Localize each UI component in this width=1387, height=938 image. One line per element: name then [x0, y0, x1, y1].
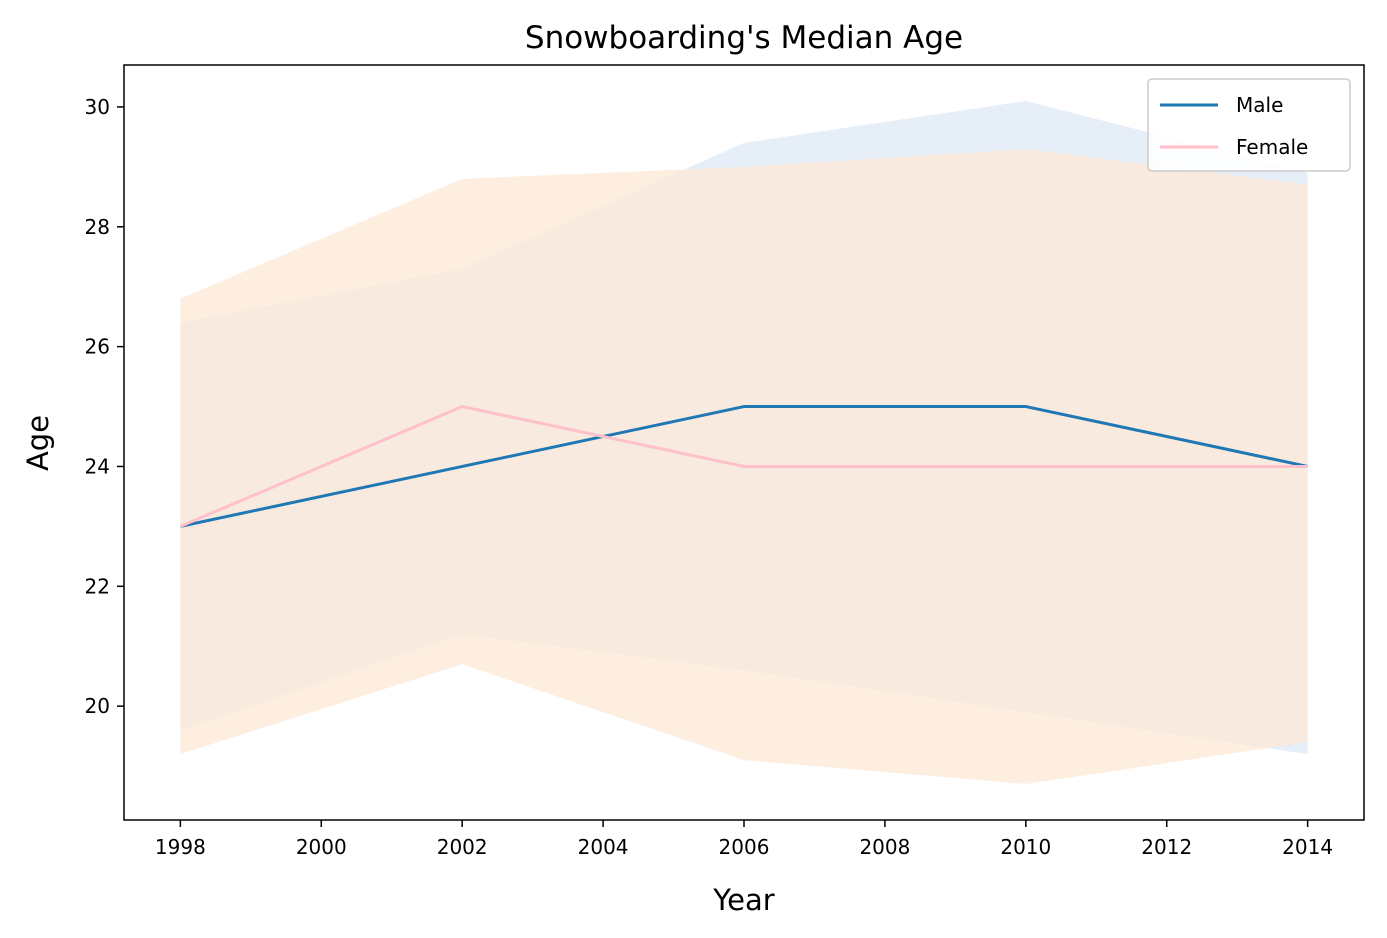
x-tick-label-2008: 2008	[859, 835, 910, 859]
y-tick-label-22: 22	[85, 574, 110, 598]
x-tick-label-2010: 2010	[1000, 835, 1051, 859]
y-tick-label-26: 26	[85, 335, 110, 359]
x-tick-label-2012: 2012	[1141, 835, 1192, 859]
x-tick-label-2004: 2004	[578, 835, 629, 859]
y-tick-label-24: 24	[85, 454, 110, 478]
y-axis-ticks: 20 22 24 26 28 30	[85, 95, 124, 718]
y-axis-label: Age	[21, 415, 55, 471]
line-male	[180, 405, 1308, 528]
legend: Male Female	[1147, 78, 1351, 172]
y-tick-label-28: 28	[85, 215, 110, 239]
series-lines	[179, 405, 1308, 528]
x-tick-label-2002: 2002	[437, 835, 488, 859]
x-axis-label: Year	[712, 883, 774, 917]
legend-label-female: Female	[1236, 135, 1308, 159]
legend-label-male: Male	[1236, 93, 1283, 117]
line-female	[179, 405, 1308, 528]
x-tick-label-1998: 1998	[155, 835, 206, 859]
chart-title: Snowboarding's Median Age	[525, 20, 963, 56]
y-tick-label-20: 20	[85, 694, 110, 718]
x-tick-label-2000: 2000	[296, 835, 347, 859]
x-axis-ticks: 1998 2000 2002 2004 2006 2008 2010 2012 2014	[155, 820, 1333, 859]
x-tick-label-2006: 2006	[719, 835, 770, 859]
y-tick-label-30: 30	[85, 95, 110, 119]
x-tick-label-2014: 2014	[1282, 835, 1333, 859]
